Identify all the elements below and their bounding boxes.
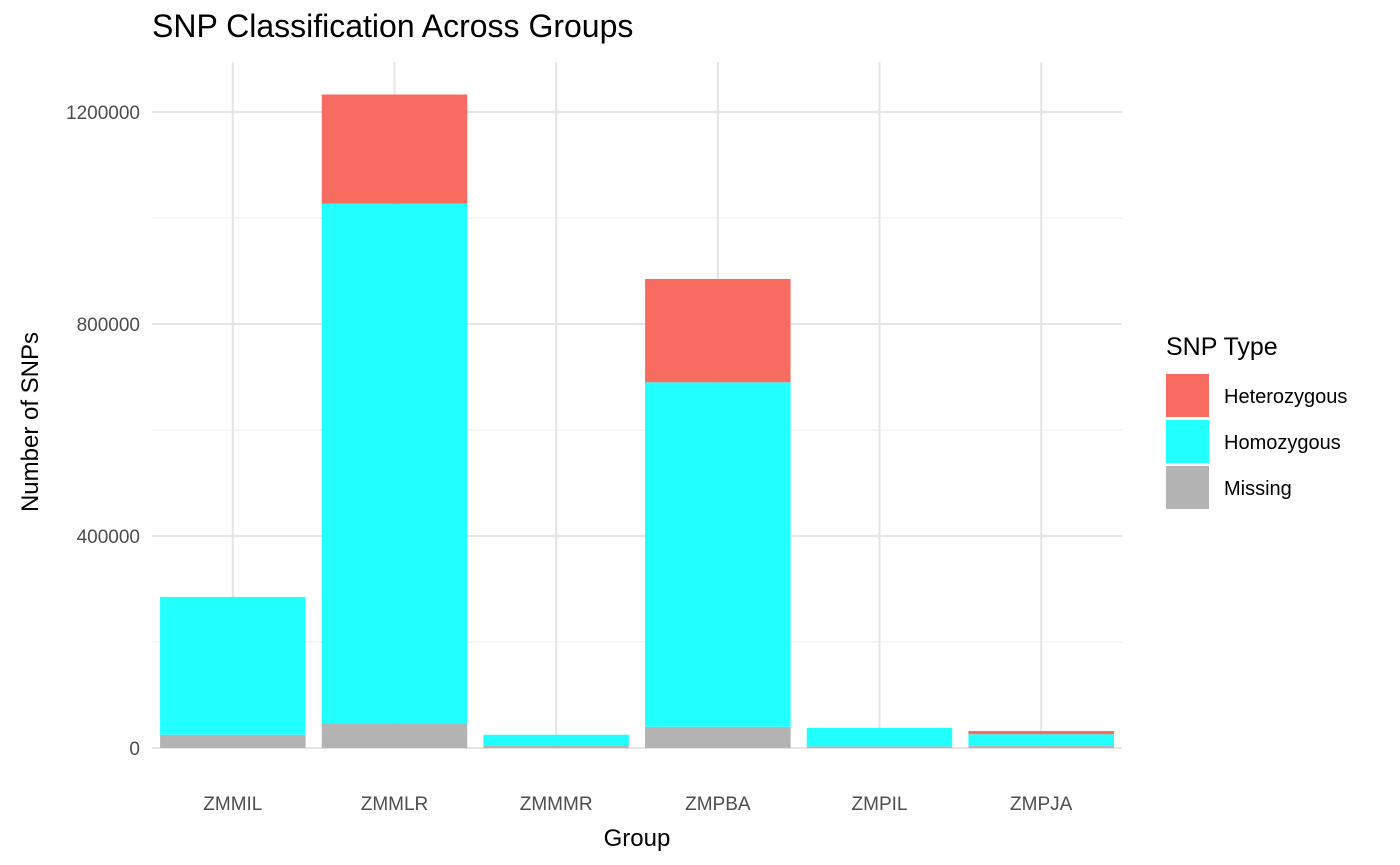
bar-missing-zmpba <box>645 726 791 748</box>
legend-swatch-heterozygous <box>1166 374 1209 417</box>
y-axis-title: Number of SNPs <box>17 332 44 512</box>
bar-heterozygous-zmpba <box>645 278 791 383</box>
bar-homozygous-zmpba <box>645 382 791 727</box>
bar-missing-zmpil <box>806 746 953 748</box>
x-tick-label: ZMMMR <box>520 794 593 815</box>
legend-title: SNP Type <box>1166 333 1278 361</box>
x-axis-title: Group <box>604 825 671 852</box>
legend-label-homozygous: Homozygous <box>1224 432 1341 454</box>
legend: SNP Type Heterozygous Homozygous Missing <box>1166 333 1347 509</box>
x-tick-label: ZMMLR <box>361 794 429 815</box>
bar-heterozygous-zmpja <box>968 731 1114 735</box>
y-tick-label: 0 <box>129 739 140 760</box>
bar-homozygous-zmmlr <box>321 203 468 724</box>
bar-heterozygous-zmmlr <box>321 94 468 204</box>
y-tick-label: 1200000 <box>66 103 140 124</box>
legend-label-heterozygous: Heterozygous <box>1224 386 1347 408</box>
bar-missing-zmmlr <box>321 723 468 748</box>
x-tick-label: ZMPJA <box>1010 794 1073 815</box>
x-tick-label: ZMPIL <box>852 794 908 815</box>
tick-labels: 0 400000 800000 1200000 ZMMIL ZMMLR ZMMMR ZMPBA… <box>66 103 1073 815</box>
y-tick-label: 400000 <box>77 527 140 548</box>
legend-swatch-homozygous <box>1166 420 1209 463</box>
bar-homozygous-zmmil <box>160 596 306 735</box>
legend-label-missing: Missing <box>1224 478 1292 500</box>
bar-missing-zmmil <box>160 734 306 748</box>
bar-missing-zmpja <box>968 745 1114 748</box>
x-tick-label: ZMMIL <box>203 794 262 815</box>
bar-homozygous-zmpja <box>968 734 1114 746</box>
x-tick-label: ZMPBA <box>685 794 751 815</box>
chart-title: SNP Classification Across Groups <box>152 8 634 44</box>
bar-missing-zmmmr <box>483 745 629 748</box>
legend-swatch-missing <box>1166 466 1209 509</box>
y-tick-label: 800000 <box>77 315 140 336</box>
bar-homozygous-zmpil <box>806 727 953 747</box>
bar-homozygous-zmmmr <box>483 734 629 746</box>
bars-layer <box>160 94 1114 748</box>
